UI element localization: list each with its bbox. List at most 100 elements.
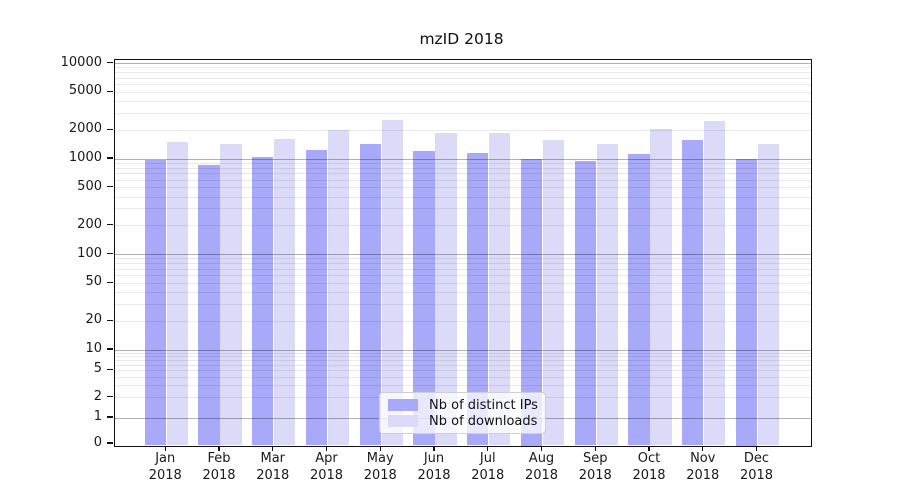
gridline-8000 xyxy=(114,72,811,74)
x-tick-label-jun: Jun 2018 xyxy=(404,450,464,484)
y-tick-10000 xyxy=(107,61,113,64)
legend-entry-distinct-ips: Nb of distinct IPs xyxy=(388,397,538,413)
x-tick-label-apr: Apr 2018 xyxy=(297,450,357,484)
y-tick-label-20: 20 xyxy=(85,312,102,328)
legend-label-downloads: Nb of downloads xyxy=(429,413,538,429)
bar-downloads-may xyxy=(381,120,403,446)
x-tick-year-sep: 2018 xyxy=(578,468,612,483)
gridline-20 xyxy=(114,320,811,322)
x-tick-year-jan: 2018 xyxy=(148,468,182,483)
gridline-90 xyxy=(114,258,811,260)
gridline-1000 xyxy=(114,158,811,160)
gridline-3 xyxy=(114,385,811,387)
bar-downloads-jan xyxy=(166,142,188,446)
gridline-5000 xyxy=(114,91,811,93)
bar-downloads-oct xyxy=(650,129,672,446)
x-tick-month-mar: Mar xyxy=(260,451,286,466)
gridline-4000 xyxy=(114,101,811,102)
bar-downloads-nov xyxy=(704,120,726,446)
y-tick-2000 xyxy=(107,128,113,130)
bars-layer xyxy=(115,60,812,446)
y-tick-label-100: 100 xyxy=(77,245,102,261)
y-tick-label-1: 1 xyxy=(93,409,102,424)
x-tick-may xyxy=(379,445,381,451)
y-tick-label-10: 10 xyxy=(85,341,102,356)
y-tick-1 xyxy=(107,416,113,418)
bar-distinct-ips-may xyxy=(359,144,381,446)
x-tick-label-may: May 2018 xyxy=(350,450,410,484)
y-tick-label-10000: 10000 xyxy=(60,54,102,70)
x-tick-label-oct: Oct 2018 xyxy=(619,450,679,484)
gridline-6 xyxy=(114,364,811,366)
bar-downloads-sep xyxy=(596,144,618,446)
bar-distinct-ips-jan xyxy=(144,159,166,446)
bar-distinct-ips-apr xyxy=(305,150,328,446)
x-tick-month-dec: Dec xyxy=(743,451,770,466)
gridline-10 xyxy=(114,349,811,351)
gridline-9000 xyxy=(114,67,811,69)
legend-swatch-distinct-ips xyxy=(388,399,418,411)
gridline-100 xyxy=(114,254,811,255)
bar-distinct-ips-jun xyxy=(413,150,435,446)
x-tick-year-jun: 2018 xyxy=(417,468,451,483)
x-tick-month-apr: Apr xyxy=(315,451,338,466)
bar-downloads-jul xyxy=(489,133,511,446)
x-tick-year-apr: 2018 xyxy=(309,468,344,483)
bar-downloads-mar xyxy=(274,138,296,446)
bar-distinct-ips-sep xyxy=(574,161,596,446)
gridline-50 xyxy=(114,282,811,284)
x-tick-month-aug: Aug xyxy=(528,451,555,466)
y-tick-label-0: 0 xyxy=(93,435,102,450)
chart-title: mzID 2018 xyxy=(419,30,504,48)
x-tick-sep xyxy=(594,445,596,451)
gridline-700 xyxy=(114,173,811,175)
x-tick-label-jan: Jan 2018 xyxy=(135,450,195,484)
y-tick-0 xyxy=(107,442,113,444)
y-tick-label-5000: 5000 xyxy=(68,83,102,99)
bar-distinct-ips-oct xyxy=(628,153,650,446)
bar-downloads-apr xyxy=(327,130,350,446)
x-tick-jul xyxy=(487,445,489,451)
x-tick-label-aug: Aug 2018 xyxy=(512,450,572,484)
gridline-500 xyxy=(114,187,811,189)
gridline-400 xyxy=(114,196,811,198)
gridline-600 xyxy=(114,179,811,181)
bar-distinct-ips-nov xyxy=(682,139,704,446)
x-tick-year-jul: 2018 xyxy=(471,468,505,483)
x-tick-month-nov: Nov xyxy=(690,451,716,466)
bar-distinct-ips-dec xyxy=(735,159,758,446)
y-tick-label-500: 500 xyxy=(77,178,102,194)
legend-label-distinct-ips: Nb of distinct IPs xyxy=(429,397,538,413)
y-tick-1000 xyxy=(107,157,113,159)
x-tick-month-feb: Feb xyxy=(207,451,231,466)
gridline-7000 xyxy=(114,77,811,79)
x-tick-year-dec: 2018 xyxy=(739,468,774,483)
bar-distinct-ips-mar xyxy=(252,156,274,446)
y-tick-10 xyxy=(107,348,113,350)
gridline-900 xyxy=(114,162,811,164)
x-tick-label-nov: Nov 2018 xyxy=(673,450,733,484)
gridline-60 xyxy=(114,275,811,277)
y-tick-5 xyxy=(107,368,113,371)
x-tick-jan xyxy=(164,445,166,451)
gridline-10000 xyxy=(114,63,811,64)
y-tick-200 xyxy=(107,224,113,226)
legend: Nb of distinct IPs Nb of downloads xyxy=(379,392,546,434)
x-tick-year-aug: 2018 xyxy=(524,468,559,483)
legend-swatch-downloads xyxy=(388,415,418,427)
x-tick-dec xyxy=(755,445,758,451)
gridline-5 xyxy=(114,369,811,371)
bar-downloads-jun xyxy=(435,133,457,446)
x-tick-label-sep: Sep 2018 xyxy=(565,450,625,484)
y-tick-label-200: 200 xyxy=(77,216,102,232)
gridline-2000 xyxy=(114,129,811,131)
gridline-6000 xyxy=(114,84,811,86)
x-tick-year-oct: 2018 xyxy=(632,468,666,483)
x-tick-label-jul: Jul 2018 xyxy=(458,450,518,484)
y-tick-20 xyxy=(107,319,113,321)
gridline-8 xyxy=(114,356,811,358)
legend-entry-downloads: Nb of downloads xyxy=(388,413,537,429)
y-tick-label-2: 2 xyxy=(93,388,102,404)
y-tick-100 xyxy=(107,252,113,255)
